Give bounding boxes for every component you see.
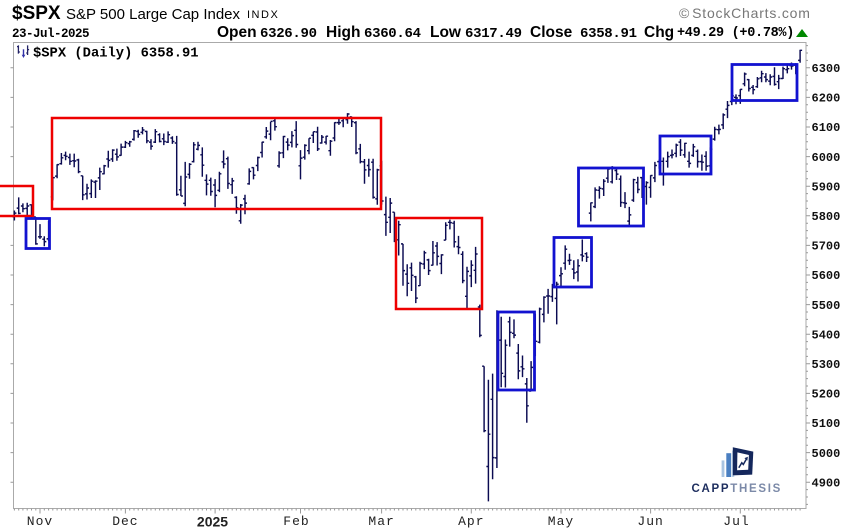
svg-text:Mar: Mar: [368, 514, 394, 529]
svg-text:5500: 5500: [812, 299, 841, 313]
svg-text:2025: 2025: [197, 514, 228, 530]
svg-text:Nov: Nov: [27, 514, 53, 529]
svg-text:5000: 5000: [812, 447, 841, 461]
svg-text:$SPX (Daily) 6358.91: $SPX (Daily) 6358.91: [33, 46, 199, 62]
svg-text:Apr: Apr: [458, 514, 484, 529]
svg-text:5300: 5300: [812, 358, 841, 372]
svg-text:6000: 6000: [812, 151, 841, 165]
svg-text:5800: 5800: [812, 210, 841, 224]
svg-text:Jun: Jun: [637, 514, 663, 529]
svg-text:5400: 5400: [812, 328, 841, 342]
svg-text:5900: 5900: [812, 180, 841, 194]
svg-text:6200: 6200: [812, 92, 841, 106]
svg-text:Feb: Feb: [283, 514, 309, 529]
svg-text:Dec: Dec: [112, 514, 138, 529]
svg-text:5100: 5100: [812, 417, 841, 431]
svg-text:CAPPTHESIS: CAPPTHESIS: [692, 483, 783, 495]
svg-text:5200: 5200: [812, 388, 841, 402]
svg-text:Jul: Jul: [723, 514, 749, 529]
svg-text:6100: 6100: [812, 121, 841, 135]
svg-text:5600: 5600: [812, 269, 841, 283]
svg-text:May: May: [548, 514, 574, 529]
svg-text:5700: 5700: [812, 240, 841, 254]
svg-text:4900: 4900: [812, 476, 841, 490]
svg-text:6300: 6300: [812, 62, 841, 76]
